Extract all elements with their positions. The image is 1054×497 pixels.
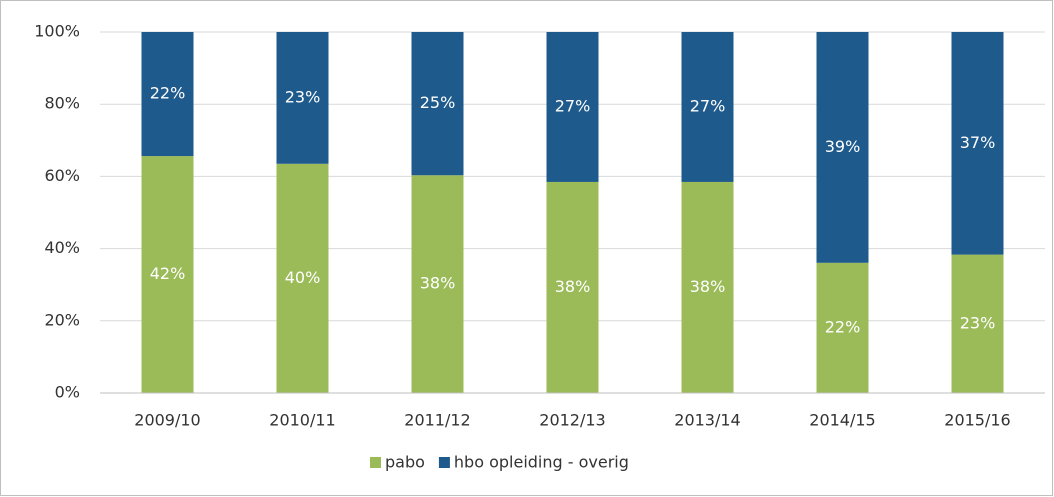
bar-segment [546,32,599,182]
data-label: 25% [420,93,456,112]
legend-swatch [370,457,381,468]
bar-segment [951,254,1004,393]
bar-segment [141,156,194,393]
bar-segment [276,32,329,164]
bar-segment [951,32,1004,255]
data-label: 40% [285,268,321,287]
bar-segment [681,181,734,393]
bar-segment [411,32,464,176]
y-tick-label: 60% [44,166,80,185]
data-label: 38% [690,277,726,296]
legend-swatch [438,457,450,468]
x-tick-label: 2013/14 [674,411,740,430]
bar-segment [141,32,194,157]
x-tick-label: 2011/12 [404,411,470,430]
bar-segment [816,32,869,263]
data-label: 23% [285,87,321,106]
data-label: 27% [555,96,591,115]
data-label: 42% [150,264,186,283]
y-tick-label: 80% [44,94,80,113]
y-tick-label: 40% [44,238,80,257]
y-tick-label: 0% [55,383,80,402]
data-label: 27% [690,96,726,115]
bar-segment [681,32,734,182]
bar-segment [816,262,869,393]
data-label: 38% [420,274,456,293]
y-tick-label: 100% [34,22,80,41]
legend-label: hbo opleiding - overig [454,453,629,472]
x-tick-label: 2009/10 [134,411,200,430]
data-label: 23% [960,313,996,332]
data-label: 37% [960,133,996,152]
bar-segment [276,163,329,393]
x-tick-label: 2010/11 [269,411,335,430]
data-label: 22% [150,84,186,103]
data-label: 38% [555,277,591,296]
y-tick-label: 20% [44,310,80,329]
x-tick-label: 2012/13 [539,411,605,430]
x-tick-label: 2014/15 [809,411,875,430]
bar-segment [546,181,599,393]
bar-segment [411,175,464,393]
legend-label: pabo [385,453,425,472]
data-label: 22% [825,317,861,336]
x-tick-label: 2015/16 [944,411,1010,430]
data-label: 39% [825,137,861,156]
